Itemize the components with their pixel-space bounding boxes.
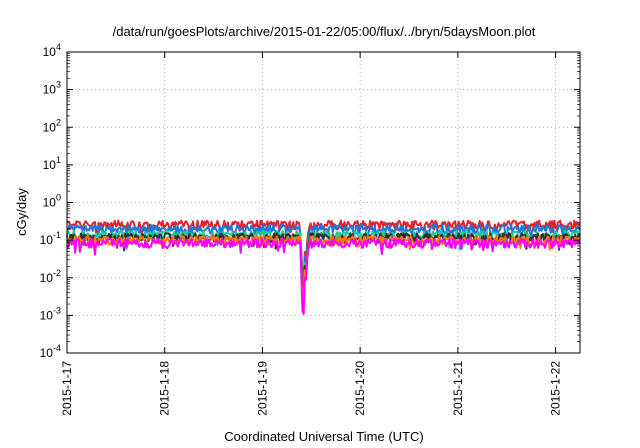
series-line bbox=[66, 237, 581, 315]
y-tick-label: 103 bbox=[43, 80, 61, 97]
y-tick-label: 10-1 bbox=[40, 230, 61, 247]
y-tick-label: 10-4 bbox=[40, 343, 61, 360]
y-tick-label: 101 bbox=[43, 155, 61, 172]
x-tick-label: 2015-1-17 bbox=[60, 361, 74, 416]
series-line bbox=[66, 223, 581, 286]
y-axis-label: cGy/day bbox=[14, 188, 29, 236]
y-tick-label: 10-3 bbox=[40, 305, 61, 322]
y-tick-label: 100 bbox=[43, 193, 61, 210]
x-tick-label: 2015-1-18 bbox=[158, 361, 172, 416]
grid bbox=[67, 52, 580, 353]
x-axis-label: Coordinated Universal Time (UTC) bbox=[224, 429, 423, 444]
series-group bbox=[66, 219, 581, 315]
y-axis-ticks: 10-4 10-3 10-2 10-1 100 101 102 103 104 bbox=[40, 42, 580, 360]
x-tick-label: 2015-1-19 bbox=[255, 361, 269, 416]
y-tick-label: 102 bbox=[43, 117, 61, 134]
series-line bbox=[66, 229, 581, 292]
y-tick-label: 104 bbox=[43, 42, 61, 59]
x-tick-label: 2015-1-21 bbox=[451, 361, 465, 416]
x-axis-ticks: 2015-1-17 2015-1-18 2015-1-19 2015-1-20 2015… bbox=[60, 52, 563, 416]
chart-title: /data/run/goesPlots/archive/2015-01-22/0… bbox=[113, 24, 536, 39]
x-tick-label: 2015-1-20 bbox=[353, 361, 367, 416]
x-tick-label: 2015-1-22 bbox=[549, 361, 563, 416]
y-tick-label: 10-2 bbox=[40, 268, 61, 285]
